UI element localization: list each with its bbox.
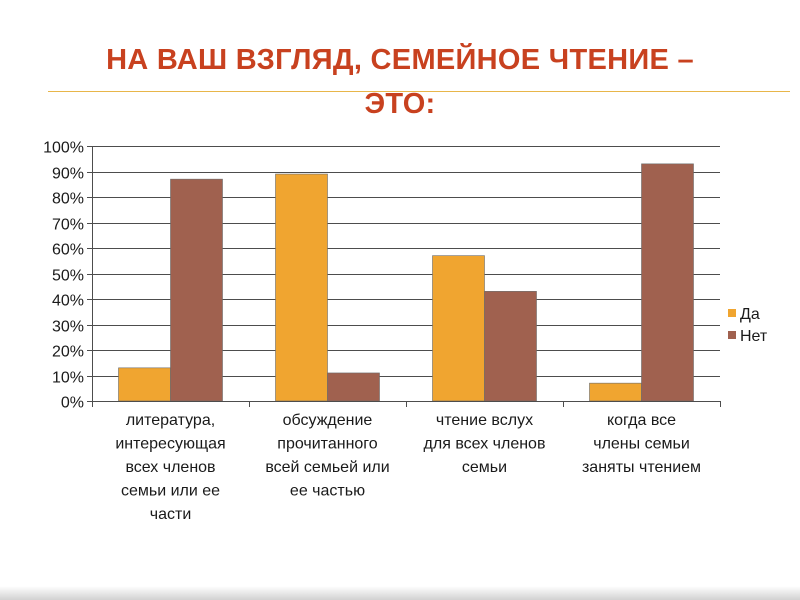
x-axis-category-labels: литература, интересующая всех членов семьи … bbox=[115, 412, 701, 523]
bar-net-2 bbox=[327, 372, 380, 402]
y-tick-label: 80% bbox=[52, 191, 84, 208]
bar-net-1 bbox=[170, 178, 223, 402]
x-category-label-line: члены семьи bbox=[593, 436, 690, 453]
y-tick-label: 0% bbox=[61, 395, 84, 412]
y-tick-label: 40% bbox=[52, 293, 84, 310]
x-category-label-line: литература, bbox=[126, 412, 215, 429]
legend-swatch-da bbox=[728, 309, 736, 317]
legend-label-net: Нет bbox=[740, 328, 768, 345]
x-category-label: чтение вслух для всех членов семьи bbox=[424, 412, 546, 476]
slide-title-line2: ЭТО: bbox=[364, 88, 436, 120]
y-tick-label: 30% bbox=[52, 319, 84, 336]
y-tick-label: 10% bbox=[52, 370, 84, 387]
x-category-label-line: для всех членов bbox=[424, 436, 546, 453]
bar-da-2 bbox=[275, 173, 328, 402]
title-divider bbox=[48, 91, 790, 92]
bar-net-4 bbox=[641, 163, 694, 402]
x-category-label-line: чтение вслух bbox=[436, 412, 533, 429]
chart-axes bbox=[92, 146, 721, 407]
y-tick-label: 70% bbox=[52, 217, 84, 234]
legend-swatch-net bbox=[728, 331, 736, 339]
x-category-label: литература, интересующая всех членов семьи … bbox=[115, 412, 225, 523]
x-category-label-line: прочитанного bbox=[277, 436, 377, 453]
slide-bottom-shadow bbox=[0, 586, 800, 600]
y-tick-label: 60% bbox=[52, 242, 84, 259]
chart-bars bbox=[118, 163, 694, 402]
x-category-label-line: всех членов bbox=[125, 459, 215, 476]
x-category-label-line: ее частью bbox=[290, 483, 365, 500]
y-tick-label: 50% bbox=[52, 268, 84, 285]
slide-title: НА ВАШ ВЗГЛЯД, СЕМЕЙНОЕ ЧТЕНИЕ – ЭТО: bbox=[40, 38, 760, 126]
x-category-label-line: части bbox=[150, 506, 192, 523]
x-category-label-line: семьи или ее bbox=[121, 483, 220, 500]
bar-net-3 bbox=[484, 291, 537, 402]
x-category-label: обсуждение прочитанного всей семьей или ее … bbox=[265, 412, 389, 500]
slide-title-line1: НА ВАШ ВЗГЛЯД, СЕМЕЙНОЕ ЧТЕНИЕ – bbox=[106, 44, 694, 76]
chart-legend: Да Нет bbox=[728, 306, 768, 345]
x-category-label: когда все члены семьи заняты чтением bbox=[582, 412, 701, 476]
x-category-label-line: когда все bbox=[607, 412, 676, 429]
bar-da-1 bbox=[118, 367, 171, 402]
y-tick-label: 90% bbox=[52, 166, 84, 183]
legend-label-da: Да bbox=[740, 306, 760, 323]
y-tick-label: 100% bbox=[43, 140, 84, 157]
bar-da-4 bbox=[589, 382, 642, 402]
x-category-label-line: заняты чтением bbox=[582, 459, 701, 476]
x-category-label-line: обсуждение bbox=[283, 412, 373, 429]
x-category-label-line: всей семьей или bbox=[265, 459, 389, 476]
y-axis-tick-labels: 0% 10% 20% 30% 40% 50% 60% 70% 80% 90% 100% bbox=[43, 140, 84, 412]
x-category-label-line: семьи bbox=[462, 459, 507, 476]
y-tick-label: 20% bbox=[52, 344, 84, 361]
bar-da-3 bbox=[432, 255, 485, 402]
x-category-label-line: интересующая bbox=[115, 436, 225, 453]
